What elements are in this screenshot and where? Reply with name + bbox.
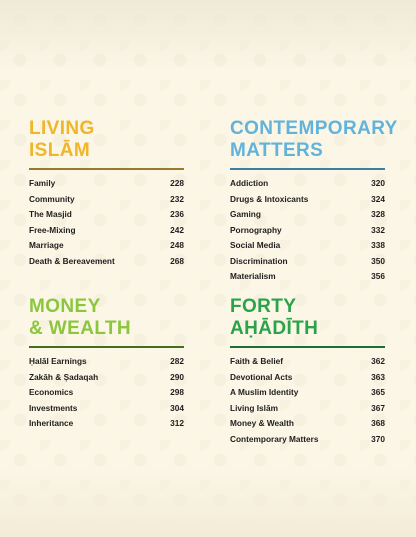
toc-entry-materialism[interactable]: Materialism 356 [230,269,385,285]
toc-entry-marriage[interactable]: Marriage 248 [29,238,184,254]
entry-label: Investments [29,402,78,413]
section-forty-ahadith: Forty Aḥādīth Faith & Belief 362 Devotion… [230,296,385,447]
section-title: Contemporary Matters [230,118,398,162]
entry-page: 356 [371,271,385,281]
entry-label: Marriage [29,240,64,250]
section-title: Living Islām [29,118,184,162]
entry-label: Free-Mixing [29,224,76,235]
toc-entry-pornography[interactable]: Pornography 332 [230,223,385,239]
toc-entry-devotional-acts[interactable]: Devotional Acts 363 [230,370,385,386]
entry-page: 324 [371,193,385,204]
toc-entry-drugs-intoxicants[interactable]: Drugs & Intoxicants 324 [230,192,385,208]
toc-entry-the-masjid[interactable]: The Masjid 236 [29,207,184,223]
entry-label: Contemporary Matters [230,433,319,444]
section-title: Money & Wealth [29,296,184,340]
title-line-2: & Wealth [29,318,132,339]
entry-page: 236 [170,209,184,219]
title-line-1: Money [29,296,101,317]
entry-label: Community [29,193,75,204]
title-line-1: Living [29,118,95,139]
entry-page: 242 [170,224,184,235]
section-divider [230,168,385,170]
entry-page: 368 [371,418,385,428]
toc-list: Family 228 Community 232 The Masjid 236 Fre… [29,176,184,269]
entry-page: 312 [170,418,184,428]
entry-page: 328 [371,209,385,219]
entry-label: Inheritance [29,418,74,428]
title-line-2: Aḥādīth [230,318,319,339]
title-line-1: Forty [230,296,297,317]
toc-entry-zakah-sadaqah[interactable]: Zakāh & Ṣadaqah 290 [29,370,184,386]
section-title: Forty Aḥādīth [230,296,385,340]
entry-page: 228 [170,178,184,188]
entry-label: Family [29,178,56,188]
title-line-2: Matters [230,140,324,161]
entry-page: 304 [170,402,184,413]
section-contemporary-matters: Contemporary Matters Addiction 320 Drugs … [230,118,398,285]
toc-entry-free-mixing[interactable]: Free-Mixing 242 [29,223,184,239]
entry-label: Economics [29,387,74,397]
toc-entry-death-bereavement[interactable]: Death & Bereavement 268 [29,254,184,270]
entry-page: 367 [371,402,385,413]
entry-label: Living Islām [230,402,278,413]
section-divider [29,168,184,170]
entry-page: 298 [170,387,184,397]
toc-entry-muslim-identity[interactable]: A Muslim Identity 365 [230,385,385,401]
toc-entry-family[interactable]: Family 228 [29,176,184,192]
entry-page: 362 [371,356,385,366]
section-living-islam: Living Islām Family 228 Community 232 The … [29,118,184,269]
title-line-1: Contemporary [230,118,398,139]
toc-entry-contemporary-matters[interactable]: Contemporary Matters 370 [230,432,385,448]
entry-label: Devotional Acts [230,371,293,382]
entry-page: 290 [170,371,184,382]
toc-entry-discrimination[interactable]: Discrimination 350 [230,254,385,270]
toc-entry-halal-earnings[interactable]: Ḥalāl Earnings 282 [29,354,184,370]
entry-label: Zakāh & Ṣadaqah [29,371,99,382]
entry-label: Drugs & Intoxicants [230,193,309,204]
toc-entry-investments[interactable]: Investments 304 [29,401,184,417]
section-divider [230,346,385,348]
entry-page: 365 [371,387,385,397]
section-money-wealth: Money & Wealth Ḥalāl Earnings 282 Zakāh &… [29,296,184,432]
title-line-2: Islām [29,140,91,161]
entry-page: 350 [371,255,385,266]
entry-label: Money & Wealth [230,418,294,428]
entry-page: 248 [170,240,184,250]
entry-page: 332 [371,224,385,235]
toc-entry-gaming[interactable]: Gaming 328 [230,207,385,223]
entry-page: 282 [170,356,184,366]
toc-list: Addiction 320 Drugs & Intoxicants 324 Gami… [230,176,385,285]
entry-page: 268 [170,255,184,266]
entry-page: 370 [371,433,385,444]
section-divider [29,346,184,348]
toc-entry-faith-belief[interactable]: Faith & Belief 362 [230,354,385,370]
entry-page: 363 [371,371,385,382]
toc-entry-community[interactable]: Community 232 [29,192,184,208]
entry-label: Ḥalāl Earnings [29,356,87,366]
entry-label: Discrimination [230,255,288,266]
entry-page: 320 [371,178,385,188]
toc-entry-social-media[interactable]: Social Media 338 [230,238,385,254]
entry-page: 338 [371,240,385,250]
toc-entry-money-wealth[interactable]: Money & Wealth 368 [230,416,385,432]
entry-label: Materialism [230,271,276,281]
toc-entry-inheritance[interactable]: Inheritance 312 [29,416,184,432]
entry-label: Faith & Belief [230,356,284,366]
entry-label: Social Media [230,240,281,250]
entry-page: 232 [170,193,184,204]
toc-entry-living-islam[interactable]: Living Islām 367 [230,401,385,417]
entry-label: Death & Bereavement [29,255,115,266]
toc-entry-addiction[interactable]: Addiction 320 [230,176,385,192]
toc-list: Ḥalāl Earnings 282 Zakāh & Ṣadaqah 290 Eco… [29,354,184,432]
entry-label: The Masjid [29,209,72,219]
toc-list: Faith & Belief 362 Devotional Acts 363 A M… [230,354,385,447]
entry-label: A Muslim Identity [230,387,299,397]
entry-label: Pornography [230,224,282,235]
entry-label: Gaming [230,209,261,219]
toc-entry-economics[interactable]: Economics 298 [29,385,184,401]
entry-label: Addiction [230,178,269,188]
